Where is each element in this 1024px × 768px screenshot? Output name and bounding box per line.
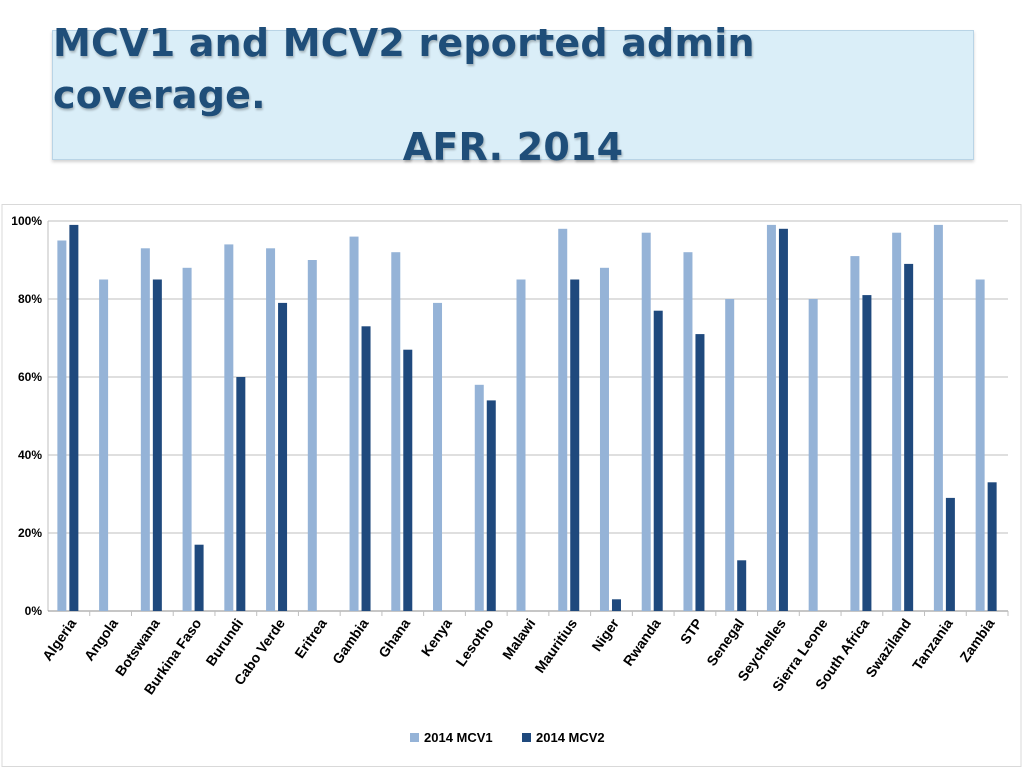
bar-mcv1 xyxy=(933,224,943,611)
bar-mcv1 xyxy=(808,299,818,611)
bar-mcv1 xyxy=(892,232,902,611)
bar-chart: 0%20%40%60%80%100% Algeria AngolaBotswana… xyxy=(1,204,1022,767)
bar-mcv2 xyxy=(486,400,496,611)
chart-container: 0% 20% 40% 60% 80% 100% Algeria Angola Botswana… xyxy=(0,204,1024,768)
grid-layer xyxy=(47,220,1008,612)
bar-mcv1 xyxy=(766,224,776,611)
legend-swatch xyxy=(522,733,531,742)
bar-mcv1 xyxy=(516,279,526,611)
bar-mcv1 xyxy=(975,279,985,611)
bar-mcv1 xyxy=(433,302,443,611)
bar-mcv2 xyxy=(653,310,663,611)
title-banner: MCV1 and MCV2 reported admin coverage. A… xyxy=(52,21,974,169)
y-tick-label: 20% xyxy=(18,526,42,540)
bar-mcv1 xyxy=(224,244,234,611)
bar-mcv1 xyxy=(140,248,150,612)
bar-mcv2 xyxy=(570,279,580,611)
bar-mcv2 xyxy=(278,302,288,611)
bar-mcv2 xyxy=(987,482,997,611)
bar-mcv2 xyxy=(737,560,747,611)
bar-mcv2 xyxy=(69,224,79,611)
bar-mcv1 xyxy=(599,267,609,611)
y-tick-label: 100% xyxy=(11,214,42,228)
bar-layer xyxy=(57,224,997,612)
bar-mcv1 xyxy=(725,299,735,611)
bar-mcv2 xyxy=(778,228,788,612)
bar-mcv2 xyxy=(236,377,246,611)
bar-mcv1 xyxy=(558,228,568,612)
bar-mcv1 xyxy=(474,384,484,611)
bar-mcv2 xyxy=(862,295,872,611)
title-line-2: AFR. 2014 xyxy=(402,125,624,169)
legend-label: 2014 MCV1 xyxy=(424,730,493,745)
y-tick-label: 40% xyxy=(18,448,42,462)
bar-mcv1 xyxy=(182,267,192,611)
bar-mcv1 xyxy=(266,248,276,612)
bar-mcv1 xyxy=(349,236,359,611)
bar-mcv2 xyxy=(194,544,204,611)
bar-mcv2 xyxy=(611,599,621,611)
bar-mcv1 xyxy=(307,260,317,611)
bar-mcv2 xyxy=(945,497,955,611)
y-axis: 0% 20% 40% 60% 80% 100% xyxy=(11,214,42,618)
y-tick-label: 60% xyxy=(18,370,42,384)
bar-mcv1 xyxy=(391,252,401,611)
legend-swatch xyxy=(410,733,419,742)
bar-mcv2 xyxy=(403,349,413,611)
title-line-1: MCV1 and MCV2 reported admin coverage. xyxy=(53,21,755,117)
bar-mcv2 xyxy=(904,263,914,611)
bar-mcv1 xyxy=(850,256,860,611)
bar-mcv1 xyxy=(57,240,67,611)
legend: 2014 MCV1 2014 MCV2 xyxy=(410,730,605,745)
bar-mcv2 xyxy=(361,326,371,611)
legend-label: 2014 MCV2 xyxy=(536,730,605,745)
y-tick-label: 80% xyxy=(18,292,42,306)
bar-mcv1 xyxy=(99,279,109,611)
bar-mcv1 xyxy=(683,252,693,611)
bar-mcv2 xyxy=(152,279,162,611)
y-tick-label: 0% xyxy=(25,604,43,618)
bar-mcv1 xyxy=(641,232,651,611)
bar-mcv2 xyxy=(695,334,705,611)
